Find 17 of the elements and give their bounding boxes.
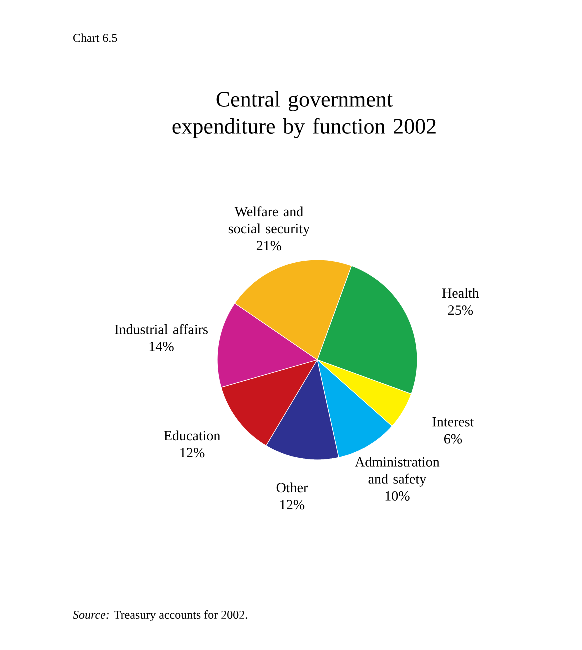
data-label: 21% xyxy=(257,241,282,251)
data-label: 6% xyxy=(444,434,462,444)
slice-label: Health xyxy=(442,288,480,298)
data-label: 10% xyxy=(386,491,410,501)
data-label: 12% xyxy=(180,448,205,458)
slice-label: Interest xyxy=(432,417,474,427)
slice-label: Welfare and social security xyxy=(229,206,310,236)
slice-label: Industrial affairs xyxy=(115,324,208,334)
text: Source: Treasury accounts for 2002. xyxy=(73,610,248,622)
data-label: 14% xyxy=(150,342,174,352)
slice-label: Administration and safety xyxy=(355,457,440,487)
data-label: 12% xyxy=(280,500,305,510)
caption: Chart 6.5 xyxy=(74,34,118,42)
chart-title: Central government expenditure by function 2002 xyxy=(173,91,436,139)
data-label: 25% xyxy=(448,306,474,316)
slice-label: Other xyxy=(277,482,308,493)
slice-label: Education xyxy=(164,430,221,441)
